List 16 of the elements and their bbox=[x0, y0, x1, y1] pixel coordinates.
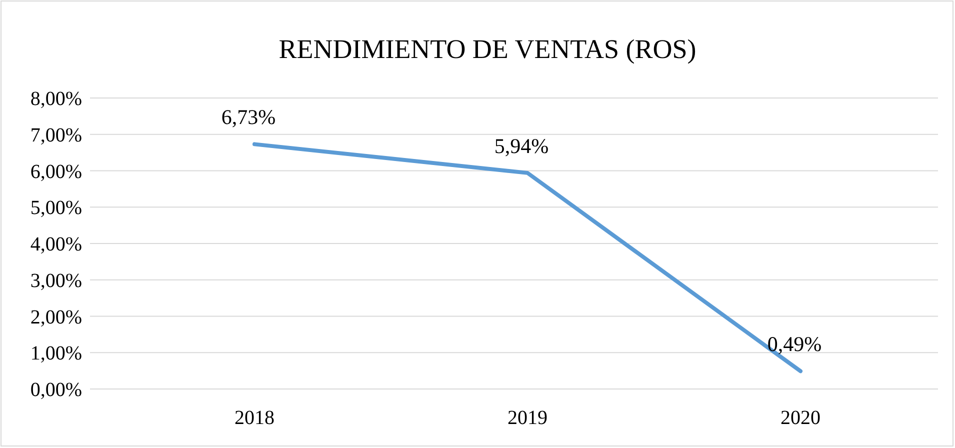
y-tick-label: 8,00% bbox=[30, 88, 82, 110]
y-tick-label: 2,00% bbox=[30, 306, 82, 328]
x-tick-label: 2019 bbox=[508, 407, 548, 429]
chart-title: RENDIMIENTO DE VENTAS (ROS) bbox=[278, 34, 696, 64]
data-label: 0,49% bbox=[767, 332, 822, 356]
y-tick-label: 4,00% bbox=[30, 234, 82, 256]
x-tick-label: 2020 bbox=[780, 407, 820, 429]
data-label: 6,73% bbox=[221, 105, 276, 130]
y-tick-label: 0,00% bbox=[30, 379, 82, 401]
x-tick-label: 2018 bbox=[234, 407, 274, 429]
y-tick-label: 1,00% bbox=[30, 342, 82, 365]
y-tick-label: 3,00% bbox=[30, 270, 82, 292]
y-tick-label: 5,00% bbox=[30, 197, 82, 220]
y-tick-label: 6,00% bbox=[30, 160, 82, 183]
y-tick-label: 7,00% bbox=[30, 124, 82, 146]
data-label: 5,94% bbox=[494, 134, 549, 158]
